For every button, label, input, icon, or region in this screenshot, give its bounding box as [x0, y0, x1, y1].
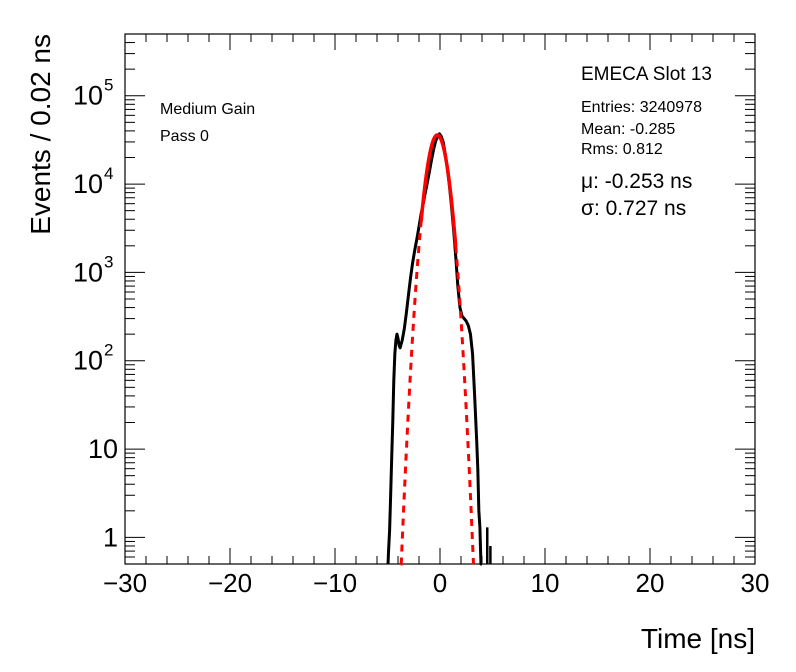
- fit-tail-left: [399, 221, 423, 566]
- fit-core: [419, 133, 458, 247]
- x-tick-label: 10: [531, 568, 560, 598]
- stat-mean: Mean: -0.285: [581, 121, 675, 138]
- histogram-series: [386, 132, 483, 566]
- stat-rms: Rms: 0.812: [581, 141, 663, 158]
- y-tick-exponent: 5: [104, 76, 113, 95]
- x-tick-label: 30: [741, 568, 770, 598]
- x-tick-label: −20: [208, 568, 252, 598]
- x-tick-label: −10: [313, 568, 357, 598]
- y-tick-exponent: 3: [104, 252, 113, 271]
- y-tick-label: 10: [73, 169, 103, 199]
- x-axis-ticks: [124, 34, 756, 564]
- gain-label: Medium Gain: [160, 101, 255, 118]
- fit-sigma-text: σ: 0.727 ns: [581, 197, 686, 220]
- slot-title: EMECA Slot 13: [581, 64, 712, 85]
- y-tick-exponent: 4: [104, 164, 113, 183]
- y-tick-label: 10: [73, 346, 103, 376]
- y-tick-exponent: 2: [104, 341, 113, 360]
- y-axis-label: Events / 0.02 ns: [25, 34, 56, 235]
- fit-mu-text: μ: -0.253 ns: [581, 170, 692, 193]
- y-axis-ticks: [125, 33, 755, 565]
- y-tick-label: 1: [103, 522, 118, 552]
- pass-label: Pass 0: [160, 128, 209, 145]
- series-layer: [386, 132, 492, 566]
- y-tick-label: 10: [73, 81, 103, 111]
- x-tick-label: 0: [433, 568, 447, 598]
- fit-tail-right: [454, 246, 476, 565]
- y-tick-label: 10: [88, 434, 118, 464]
- stat-entries: Entries: 3240978: [581, 99, 702, 116]
- x-tick-label: 20: [636, 568, 665, 598]
- x-axis-label: Time [ns]: [641, 623, 755, 654]
- x-axis-tick-labels: −30 −20 −10 0 10 20 30: [103, 568, 770, 598]
- x-tick-label: −30: [103, 568, 147, 598]
- y-tick-label: 10: [73, 257, 103, 287]
